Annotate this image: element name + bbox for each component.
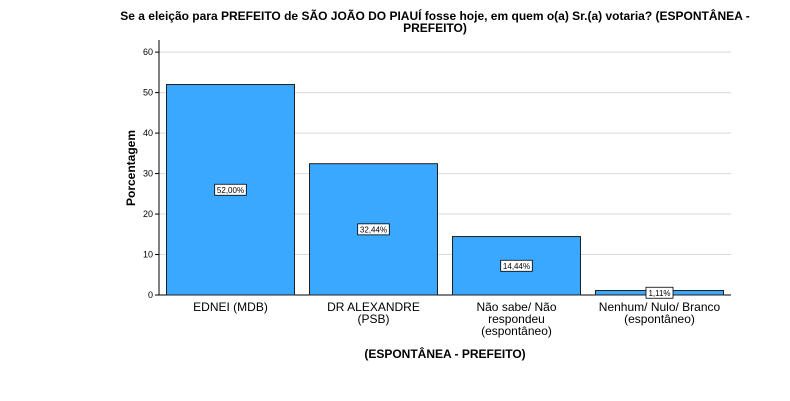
data-label-box [500,259,533,272]
y-tick-label: 20 [143,209,153,219]
y-tick-label: 40 [143,128,153,138]
category-label: Não sabe/ Não [476,300,556,314]
data-label: 32,44% [360,225,387,234]
y-tick-label: 50 [143,88,153,98]
chart-title: Se a eleição para PREFEITO de SÃO JOÃO D… [120,9,750,35]
data-label-box [214,183,247,196]
y-tick-label: 0 [148,290,153,300]
y-tick-label: 30 [143,169,153,179]
data-label-box [645,286,674,299]
y-tick-label: 10 [143,250,153,260]
category-label: (PSB) [357,312,389,326]
data-label: 14,44% [503,262,530,271]
category-label: EDNEI (MDB) [193,300,268,314]
category-label: Nenhum/ Nulo/ Branco [599,300,721,314]
data-label-box [357,223,390,236]
category-label: respondeu [488,312,545,326]
category-label: (espontâneo) [481,324,552,338]
x-axis-label: (ESPONTÂNEA - PREFEITO) [364,347,526,361]
data-label: 1,11% [648,289,670,298]
category-label: DR ALEXANDRE [327,300,420,314]
category-label: (espontâneo) [624,312,695,326]
data-label: 52,00% [217,186,244,195]
y-tick-label: 60 [143,47,153,57]
